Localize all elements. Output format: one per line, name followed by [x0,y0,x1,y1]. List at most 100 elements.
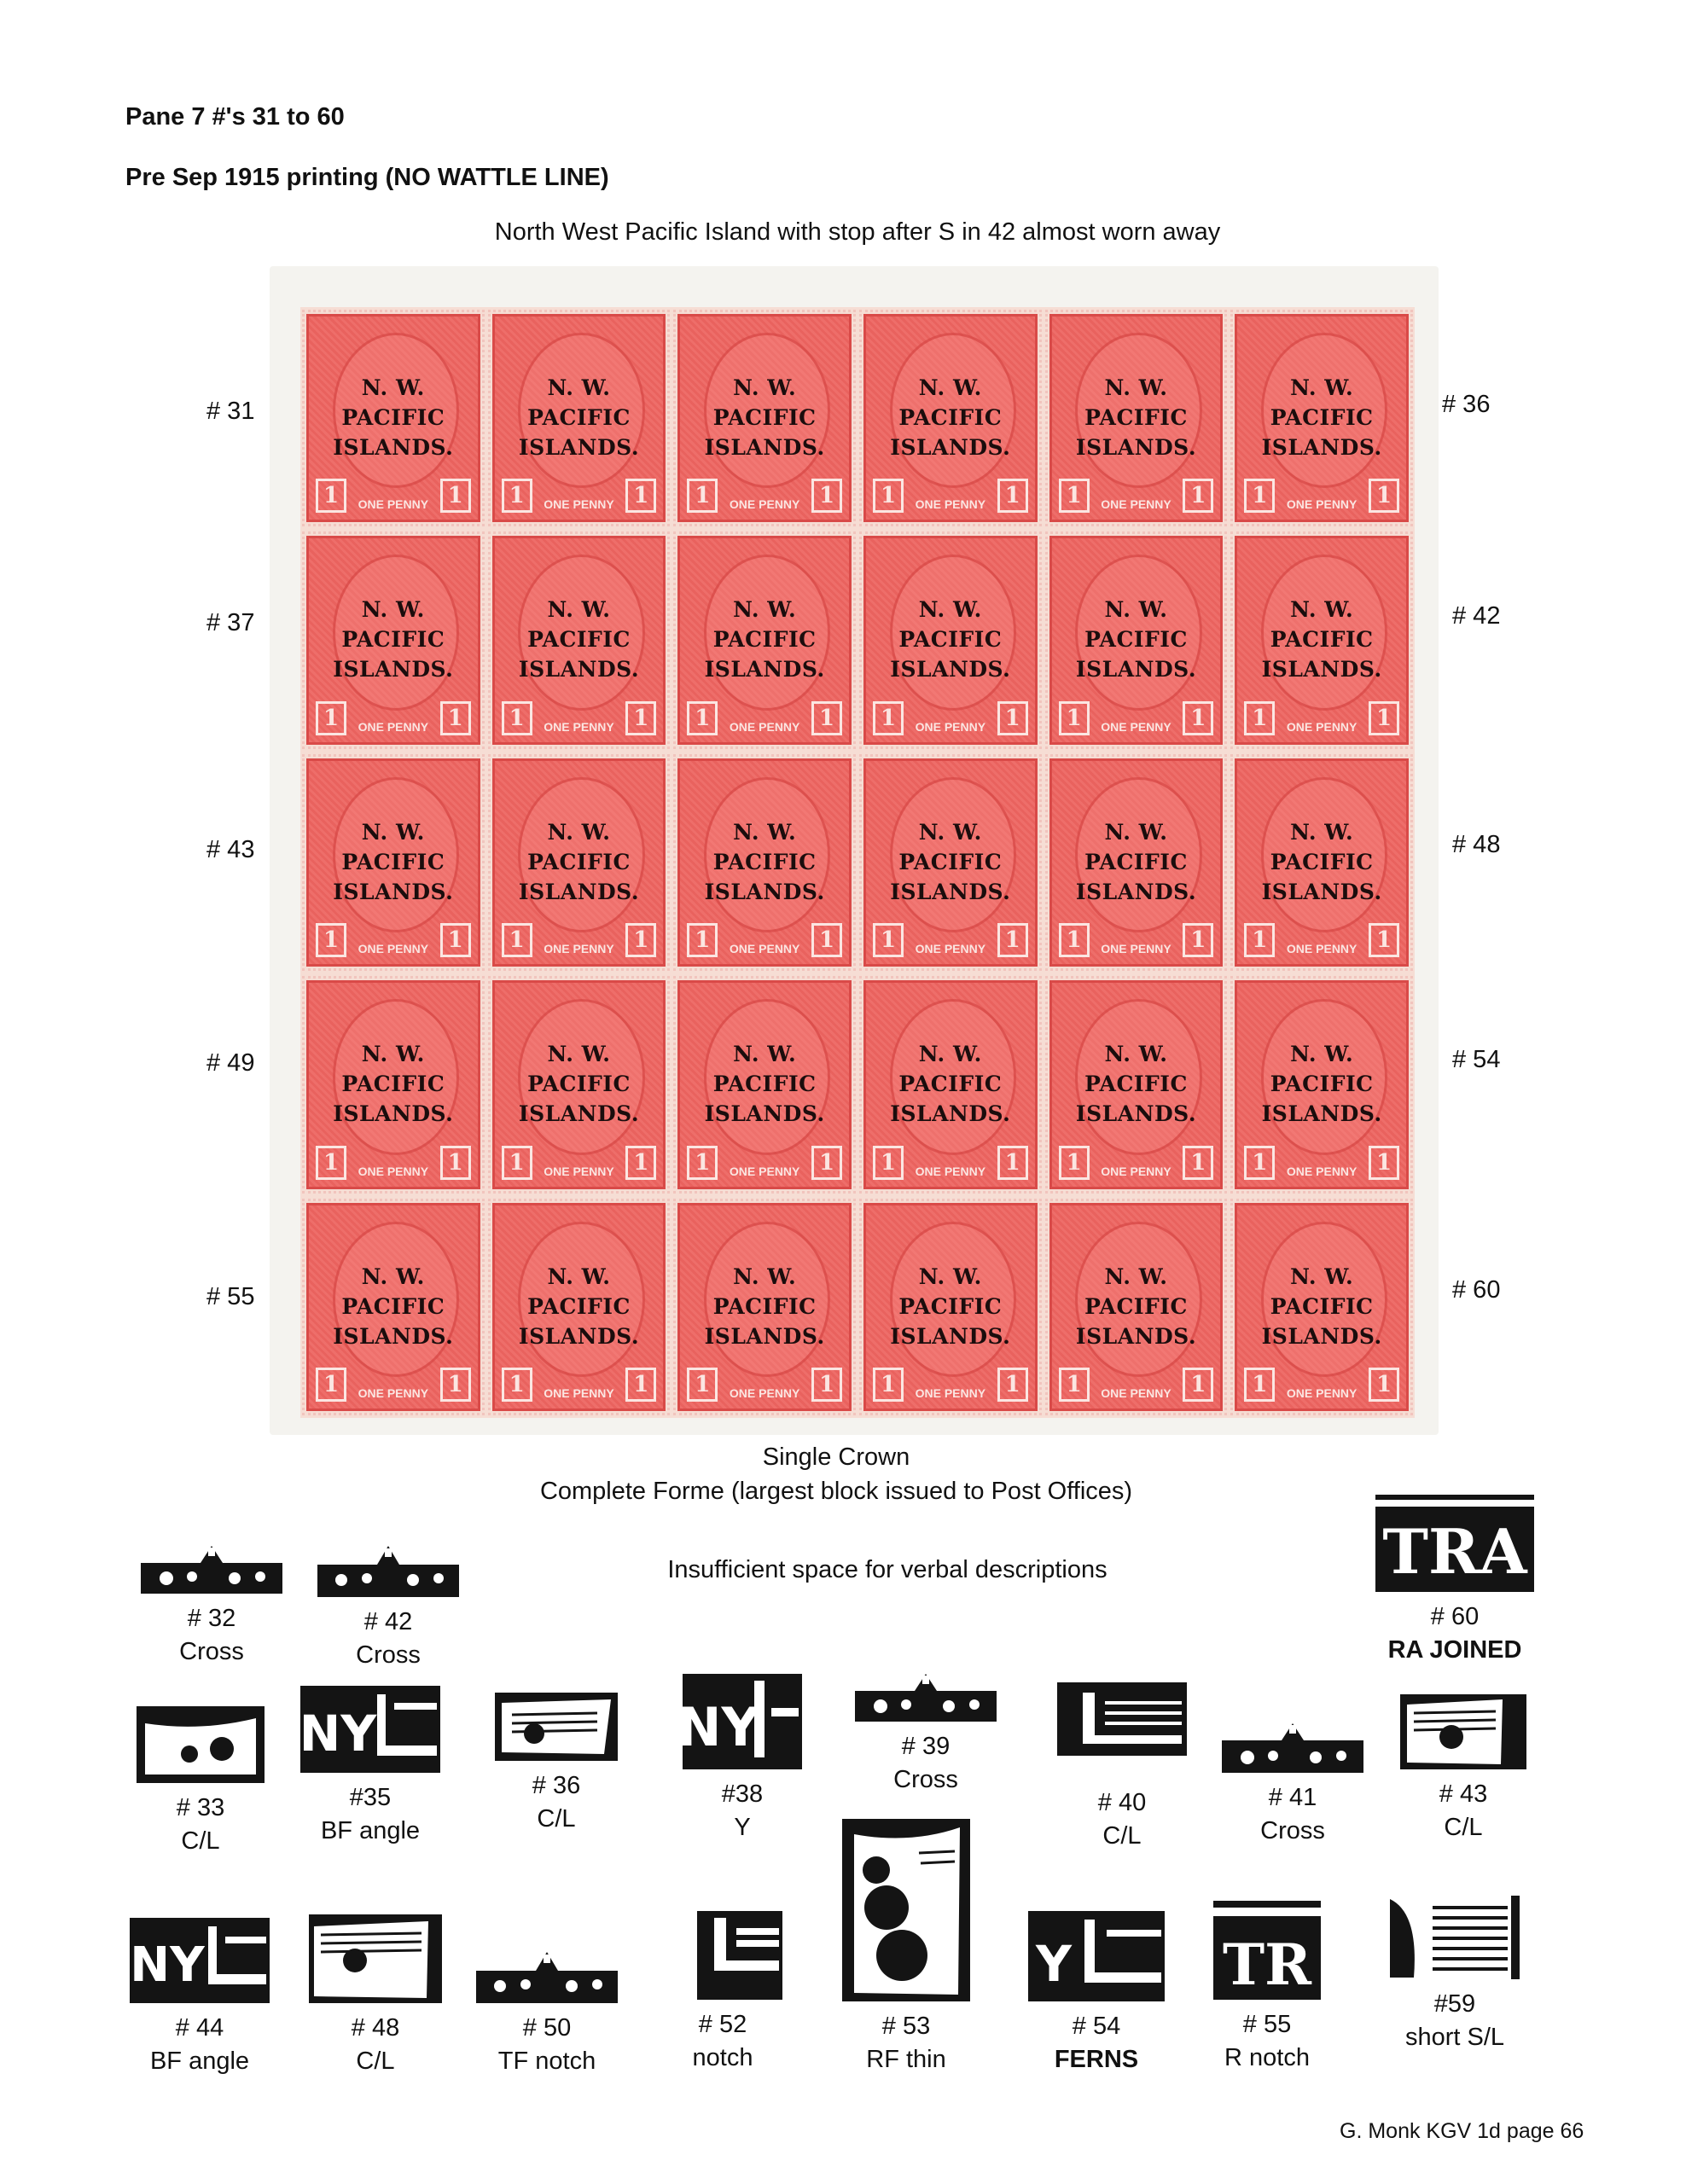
stamp-overprint: N. W. PACIFIC ISLANDS. [866,373,1035,462]
stamp-denomination: ONE PENNY [1286,719,1358,734]
stamp: N. W. PACIFIC ISLANDS. 1 1 ONE PENNY [487,1198,671,1415]
stamp-denomination: ONE PENNY [544,497,614,512]
flaw-description: C/L [356,2048,395,2075]
stamp-pane: N. W. PACIFIC ISLANDS. 1 1 ONE PENNY N. W. PACI… [300,307,1415,1418]
stamp-overprint: N. W. PACIFIC ISLANDS. [1237,595,1406,684]
stamp-value-corner: 1 [873,1145,904,1180]
svg-text:Y: Y [1035,1935,1073,1993]
stamp-overprint: N. W. PACIFIC ISLANDS. [680,595,849,684]
flaw-item: TRA # 60 RA JOINED [1374,1495,1536,1667]
stamp-overprint: N. W. PACIFIC ISLANDS. [1052,1039,1221,1129]
stamp-value-corner: 1 [1369,700,1399,735]
stamp-value-corner: 1 [1058,1367,1090,1402]
stamp-overprint: N. W. PACIFIC ISLANDS. [495,373,664,462]
stamp: N. W. PACIFIC ISLANDS. 1 1 ONE PENNY [302,753,485,972]
overprint-line: PACIFIC [712,1072,817,1097]
flaw-number: # 32 [187,1605,236,1632]
overprint-line: PACIFIC [527,849,631,874]
stamp-oval [518,776,645,933]
overprint-line: PACIFIC [712,627,817,653]
overprint-line: N. W. [361,1263,425,1289]
stamp: N. W. PACIFIC ISLANDS. 1 1 ONE PENNY [1044,753,1228,972]
overprint-line: PACIFIC [898,1293,1003,1319]
row-label-right-4: # 54 [1452,1046,1501,1073]
flaw-description: FERNS [1054,2046,1139,2073]
svg-text:TR: TR [1223,1931,1312,1998]
overprint-line: PACIFIC [1084,849,1188,874]
overprint-line: PACIFIC [341,627,445,653]
stamp-value-corner: 1 [1058,1145,1090,1180]
overprint-line: PACIFIC [898,849,1003,874]
stamp: N. W. PACIFIC ISLANDS. 1 1 ONE PENNY [673,753,856,972]
ferns-flaw-image: Y [1028,1911,1165,2001]
stamp-denomination: ONE PENNY [358,942,429,956]
stamp-denomination: ONE PENNY [358,1164,429,1178]
overprint-line: ISLANDS. [1261,435,1382,460]
overprint-line: N. W. [547,819,611,845]
overprint-line: ISLANDS. [1261,657,1382,682]
stamp-denomination: ONE PENNY [1101,1385,1171,1400]
caption-single-crown: Single Crown [762,1443,910,1471]
stamp-value-corner: 1 [811,1145,842,1180]
overprint-line: PACIFIC [341,1072,445,1097]
row-label-left-3: # 43 [206,836,255,863]
stamp-value-corner: 1 [811,1367,842,1402]
stamp-oval [889,333,1016,489]
overprint-line: N. W. [918,1263,982,1289]
flaw-number: # 53 [881,2013,931,2040]
flaw-number: # 43 [1439,1780,1488,1808]
stamp-oval [1075,999,1202,1155]
overprint-line: ISLANDS. [333,879,454,904]
flaw-description: short S/L [1404,2024,1505,2051]
flaw-description: Cross [179,1638,244,1665]
flaw-number: # 54 [1072,2013,1121,2040]
flaw-number: # 40 [1097,1789,1147,1816]
overprint-line: N. W. [1104,1042,1168,1067]
stamp-overprint: N. W. PACIFIC ISLANDS. [309,817,478,907]
stamp-value-corner: 1 [1058,700,1090,735]
stamp-oval [518,999,645,1155]
overprint-line: PACIFIC [527,405,631,430]
printing-subtitle: Pre Sep 1915 printing (NO WATTLE LINE) [125,164,609,191]
flaw-item: # 43 C/L [1399,1694,1527,1844]
overprint-line: N. W. [1290,375,1354,400]
stamp: N. W. PACIFIC ISLANDS. 1 1 ONE PENNY [673,531,856,749]
row-label-right-1: # 36 [1442,391,1491,418]
overprint-line: PACIFIC [341,849,445,874]
flaw-number: #38 [721,1780,764,1808]
overprint-line: PACIFIC [1270,627,1374,653]
stamp-value-corner: 1 [873,1367,904,1402]
stamp-oval [704,333,831,489]
overprint-line: ISLANDS. [890,1101,1011,1127]
note-insufficient-space: Insufficient space for verbal descriptio… [667,1556,1108,1583]
overprint-line: PACIFIC [1270,849,1374,874]
ny-bf-angle-flaw-image: NY [299,1686,440,1773]
overprint-line: ISLANDS. [704,1323,825,1349]
stamp-value-corner: 1 [1244,1367,1276,1402]
stamp-value-corner: 1 [439,479,471,514]
overprint-line: N. W. [733,819,797,845]
stamp: N. W. PACIFIC ISLANDS. 1 1 ONE PENNY [673,1198,856,1415]
stamp-value-corner: 1 [1183,923,1214,958]
stamp-overprint: N. W. PACIFIC ISLANDS. [495,1262,664,1351]
stamp-value-corner: 1 [439,700,471,735]
stamp-oval [704,776,831,933]
flaw-number: # 52 [698,2011,747,2038]
flaw-number: # 33 [176,1794,225,1821]
stamp-denomination: ONE PENNY [1286,942,1358,956]
stamp: N. W. PACIFIC ISLANDS. 1 1 ONE PENNY [673,976,856,1194]
stamp-value-corner: 1 [1058,479,1090,514]
stamp-denomination: ONE PENNY [358,719,429,734]
overprint-line: N. W. [918,819,982,845]
flaw-description: R notch [1224,2044,1310,2071]
stamp-denomination: ONE PENNY [729,497,800,512]
overprint-line: ISLANDS. [890,1323,1011,1349]
stamp-oval [1075,333,1202,489]
svg-text:NY: NY [130,1937,206,1993]
stamp-value-corner: 1 [1369,923,1399,958]
stamp: N. W. PACIFIC ISLANDS. 1 1 ONE PENNY [302,531,485,749]
overprint-line: PACIFIC [898,627,1003,653]
overprint-line: PACIFIC [712,849,817,874]
overprint-line: ISLANDS. [1075,1323,1197,1349]
flaw-item: NY #38 Y [674,1674,811,1844]
